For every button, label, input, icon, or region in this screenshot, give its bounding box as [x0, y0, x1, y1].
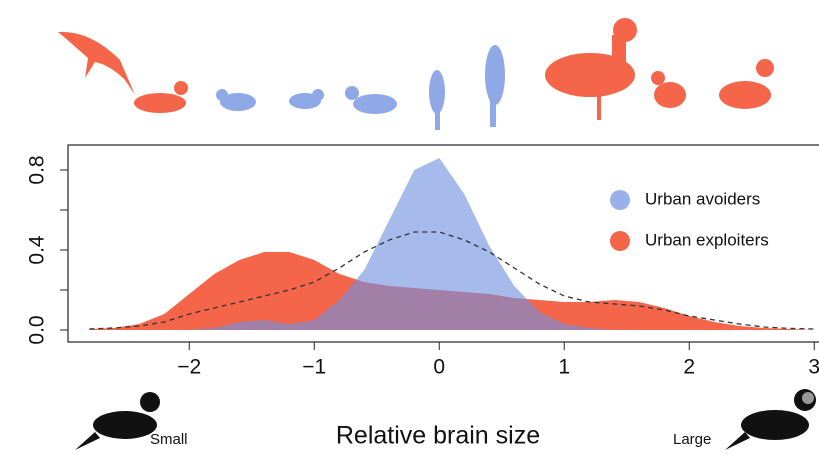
x-tick-label: 0 — [433, 356, 445, 379]
chart: Small Large Relative brain size −2 −1 0 1 2 3… — [0, 0, 819, 457]
bird-silhouettes — [58, 18, 774, 130]
x-axis-label: Relative brain size — [336, 422, 540, 450]
annotation: Large — [673, 431, 711, 448]
y-tick-label: 0.8 — [26, 155, 49, 184]
legend-swatch — [610, 231, 630, 251]
annotation: Small — [150, 431, 188, 448]
x-tick-label: −1 — [302, 356, 326, 379]
y-tick-label: 0.0 — [26, 315, 49, 344]
legend-label: Urban exploiters — [645, 230, 769, 249]
x-tick-label: 2 — [683, 356, 695, 379]
x-tick-label: 1 — [558, 356, 570, 379]
legend-swatch — [610, 190, 630, 210]
legend-label: Urban avoiders — [645, 189, 760, 208]
y-tick-label: 0.4 — [26, 235, 49, 265]
x-tick-label: 3 — [808, 356, 819, 379]
x-tick-label: −2 — [177, 356, 201, 379]
